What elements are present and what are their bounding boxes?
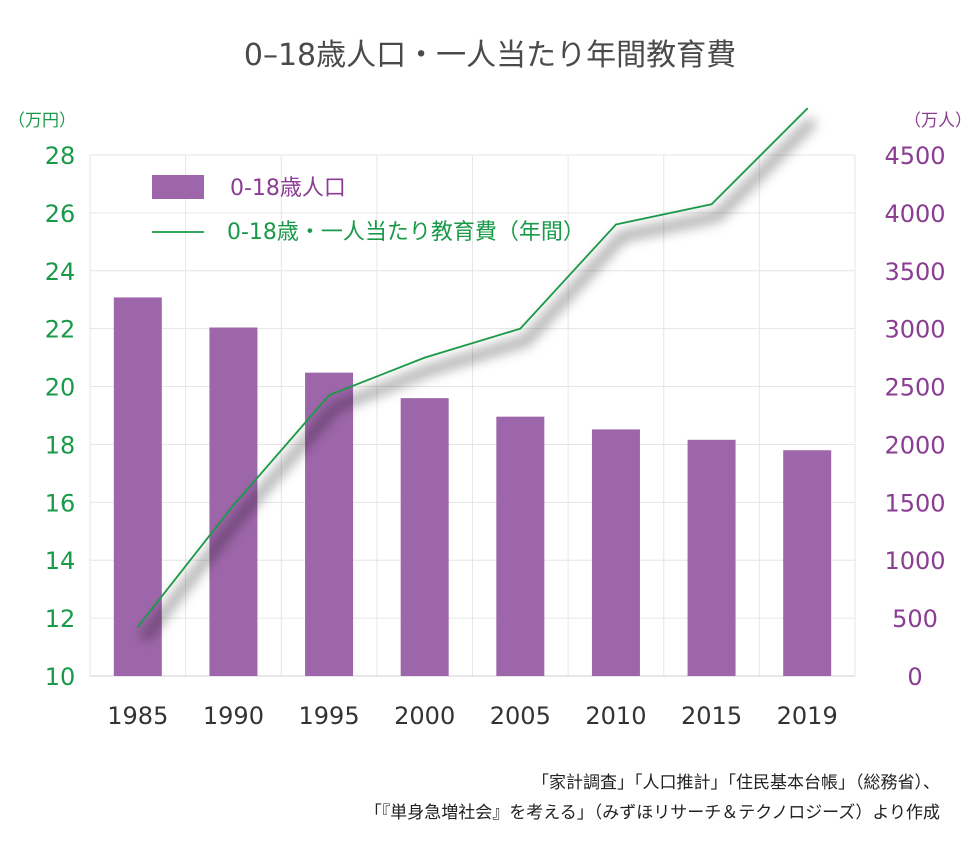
right-tick-label: 1500 bbox=[884, 489, 945, 517]
x-tick-label: 2015 bbox=[681, 702, 742, 730]
source-line-1: 「家計調査」「人口推計」「住民基本台帳」（総務省）、 bbox=[532, 773, 940, 793]
line-point-2010 bbox=[615, 223, 617, 226]
line-point-1990 bbox=[232, 504, 235, 507]
line-point-2015 bbox=[710, 203, 713, 206]
legend-label-bar: 0-18歳人口 bbox=[230, 176, 346, 201]
left-tick-label: 18 bbox=[45, 431, 76, 459]
right-axis: 0 500 1000 1500 2000 2500 3000 3500 4000 4500 bbox=[884, 142, 945, 691]
right-tick-label: 3500 bbox=[884, 258, 945, 286]
source-line-2: 「『単身急増社会』を考える」（みずほリサーチ＆テクノロジーズ）より作成 bbox=[365, 803, 940, 823]
line-point-2000 bbox=[423, 356, 426, 359]
bar-1985 bbox=[113, 297, 162, 676]
x-axis: 1985 1990 1995 2000 2005 2010 2015 2019 bbox=[107, 702, 837, 730]
x-tick-label: 1995 bbox=[299, 702, 360, 730]
right-tick-label: 3000 bbox=[884, 316, 945, 344]
legend-swatch-bar bbox=[152, 175, 204, 199]
bar-2019 bbox=[783, 450, 832, 676]
legend: 0-18歳人口 0-18歳・一人当たり教育費（年間） bbox=[152, 175, 585, 245]
x-tick-label: 2010 bbox=[585, 702, 646, 730]
left-tick-label: 28 bbox=[45, 142, 76, 170]
x-tick-label: 2019 bbox=[777, 702, 838, 730]
bar-2005 bbox=[496, 416, 545, 676]
right-tick-label: 0 bbox=[907, 663, 922, 691]
right-tick-label: 1000 bbox=[884, 547, 945, 575]
right-tick-label: 2000 bbox=[884, 431, 945, 459]
bar-2015 bbox=[687, 439, 736, 676]
left-tick-label: 12 bbox=[45, 605, 76, 633]
x-tick-label: 1990 bbox=[203, 702, 264, 730]
x-tick-label: 2000 bbox=[394, 702, 455, 730]
line-point-1995 bbox=[328, 394, 330, 397]
bar-2000 bbox=[400, 398, 449, 676]
left-tick-label: 24 bbox=[45, 258, 76, 286]
left-axis: 10 12 14 16 18 20 22 24 26 28 bbox=[45, 142, 76, 691]
right-tick-label: 500 bbox=[892, 605, 938, 633]
left-tick-label: 10 bbox=[45, 663, 76, 691]
right-tick-label: 4000 bbox=[884, 200, 945, 228]
line-point-2019 bbox=[806, 107, 809, 110]
line-point-1985 bbox=[136, 625, 139, 628]
right-tick-label: 4500 bbox=[884, 142, 945, 170]
chart-title: 0–18歳人口・一人当たり年間教育費 bbox=[244, 38, 736, 73]
bar-1995 bbox=[305, 372, 354, 676]
right-tick-label: 2500 bbox=[884, 374, 945, 402]
line-shadow bbox=[139, 117, 817, 642]
left-tick-label: 14 bbox=[45, 547, 76, 575]
x-tick-label: 2005 bbox=[490, 702, 551, 730]
right-axis-unit: （万人） bbox=[904, 111, 972, 131]
left-tick-label: 26 bbox=[45, 200, 76, 228]
left-axis-unit: （万円） bbox=[8, 111, 76, 131]
bar-2010 bbox=[591, 429, 640, 676]
left-tick-label: 20 bbox=[45, 374, 76, 402]
line-point-2005 bbox=[519, 327, 522, 330]
line-series bbox=[136, 107, 817, 642]
x-tick-label: 1985 bbox=[107, 702, 168, 730]
left-tick-label: 22 bbox=[45, 316, 76, 344]
left-tick-label: 16 bbox=[45, 489, 76, 517]
bar-series bbox=[113, 297, 832, 676]
education-cost-line bbox=[137, 108, 808, 628]
legend-label-line: 0-18歳・一人当たり教育費（年間） bbox=[227, 220, 585, 245]
